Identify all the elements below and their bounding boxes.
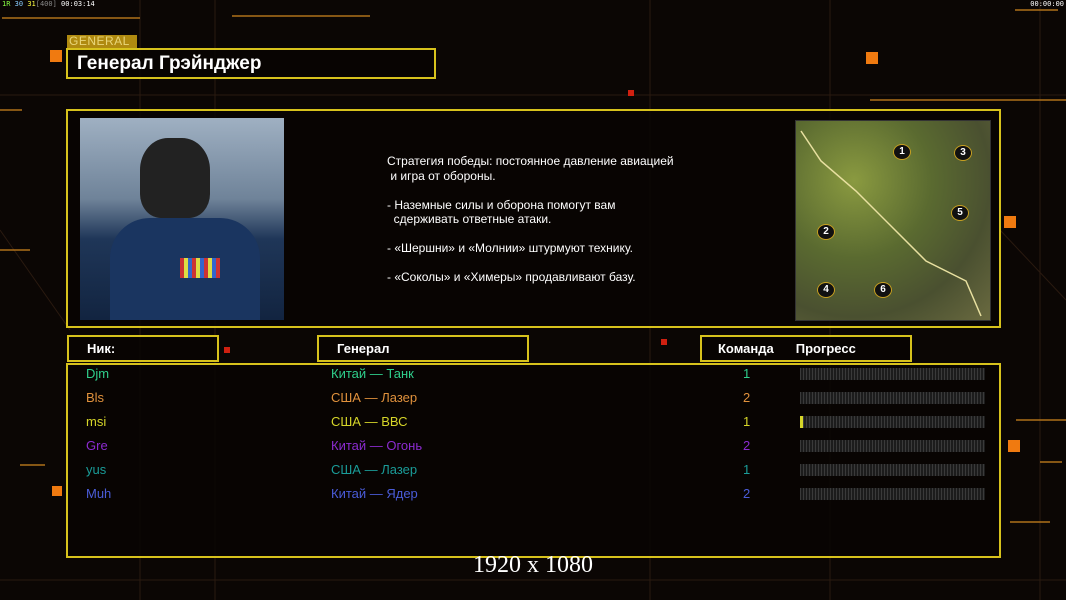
hud-timer: 00:00:00 [1030,0,1064,8]
player-nick: Muh [86,486,112,501]
player-row: msi США — ВВС 1 [0,411,1066,435]
decor-square [52,486,62,496]
player-team: 2 [743,486,751,501]
decor-square [1008,440,1020,452]
decor-square [1004,216,1016,228]
header-nick: Ник: [67,335,219,362]
player-nick: Djm [86,366,110,381]
header-team-progress: Команда Прогресс [700,335,912,362]
decor-square [661,339,667,345]
spawn-marker[interactable]: 5 [951,205,969,221]
player-team: 1 [743,414,751,429]
progress-bar [800,464,985,476]
player-general: Китай — Танк [331,366,414,381]
page-title: Генерал Грэйнджер [66,48,436,79]
player-row: Gre Китай — Огонь 2 [0,435,1066,459]
progress-bar [800,368,985,380]
spawn-marker[interactable]: 2 [817,224,835,240]
player-row: yus США — Лазер 1 [0,459,1066,483]
player-general: Китай — Огонь [331,438,423,453]
player-team: 1 [743,366,751,381]
strategy-description: Стратегия победы: постоянное давление ав… [387,154,674,284]
spawn-marker[interactable]: 3 [954,145,972,161]
progress-bar [800,440,985,452]
progress-bar [800,416,985,428]
player-row: Djm Китай — Танк 1 [0,363,1066,387]
hud-stats: 1R 30 31[400] 00:03:14 [2,0,95,8]
progress-fill [800,416,803,428]
spawn-marker[interactable]: 6 [874,282,892,298]
general-tag: GENERAL [67,35,137,48]
player-row: Muh Китай — Ядер 2 [0,483,1066,507]
player-general: США — Лазер [331,462,418,477]
resolution-label: 1920 x 1080 [473,552,593,578]
player-row: Bls США — Лазер 2 [0,387,1066,411]
decor-square [224,347,230,353]
general-portrait [80,118,284,320]
decor-square [50,50,62,62]
player-general: США — Лазер [331,390,418,405]
header-progress: Прогресс [795,341,856,356]
player-team: 2 [743,390,751,405]
spawn-marker[interactable]: 4 [817,282,835,298]
decor-square [866,52,878,64]
player-team: 2 [743,438,751,453]
decor-square [628,90,634,96]
spawn-marker[interactable]: 1 [893,144,911,160]
player-nick: msi [86,414,107,429]
header-team: Команда [718,341,774,356]
player-nick: yus [86,462,107,477]
player-general: Китай — Ядер [331,486,418,501]
player-nick: Bls [86,390,105,405]
progress-bar [800,488,985,500]
header-general: Генерал [317,335,529,362]
player-team: 1 [743,462,751,477]
map-preview[interactable]: 1 2 3 4 5 6 [795,120,991,321]
player-nick: Gre [86,438,108,453]
player-general: США — ВВС [331,414,408,429]
progress-bar [800,392,985,404]
